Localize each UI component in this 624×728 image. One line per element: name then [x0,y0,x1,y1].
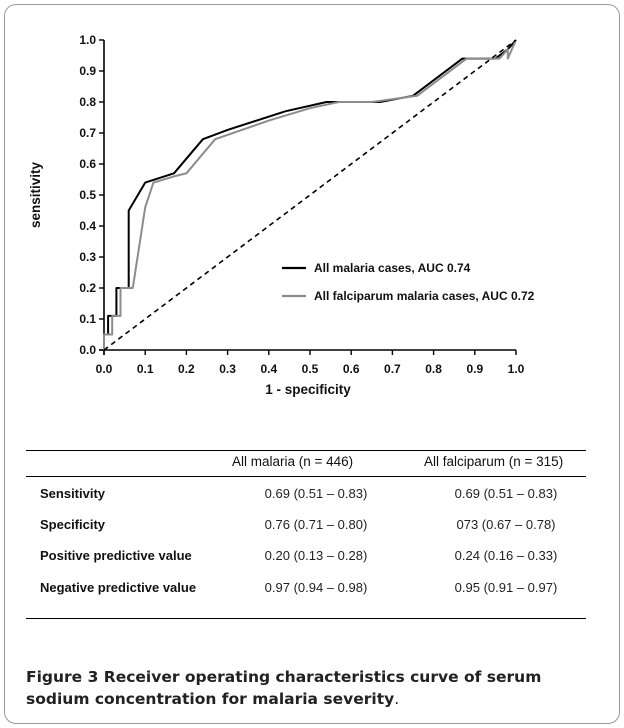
cell-all-malaria: 0.97 (0.94 – 0.98) [264,580,368,595]
y-tick-label: 0.9 [79,64,96,78]
x-tick-label: 0.4 [260,362,277,376]
cell-all-falciparum: 0.69 (0.51 – 0.83) [454,486,558,501]
y-tick-label: 0.6 [79,157,96,171]
y-tick-label: 0.3 [79,250,96,264]
cell-all-malaria: 0.20 (0.13 – 0.28) [264,548,368,563]
caption-label: Figure 3 [26,668,99,686]
legend-label-1: All malaria cases, AUC 0.74 [314,261,471,275]
table-header-all-falciparum: All falciparum (n = 315) [424,454,564,469]
row-label: Negative predictive value [40,580,197,595]
y-tick-label: 0.0 [79,343,96,357]
y-tick-label: 0.4 [79,219,96,233]
roc-chart: 0.0 0.1 0.2 0.3 0.4 0.5 0.6 0.7 0.8 0.9 1.0 0.0 0.1 0… [28,33,535,397]
x-tick-label: 0.0 [96,362,113,376]
y-tick-label: 0.5 [79,188,96,202]
y-tick-label: 0.7 [79,126,96,140]
cell-all-malaria: 0.69 (0.51 – 0.83) [264,486,368,501]
x-tick-label: 0.9 [466,362,483,376]
row-label: Sensitivity [40,486,106,501]
y-axis-label: sensitivity [28,161,43,228]
x-axis-label: 1 - specificity [265,382,351,397]
cell-all-falciparum: 073 (0.67 – 0.78) [456,517,556,532]
y-tick-label: 0.8 [79,95,96,109]
series-line-1 [103,39,517,350]
x-tick-label: 0.3 [219,362,236,376]
x-tick-label: 0.8 [425,362,442,376]
x-tick-label: 0.2 [178,362,195,376]
x-tick-label: 0.5 [302,362,319,376]
cell-all-falciparum: 0.24 (0.16 – 0.33) [454,548,558,563]
legend-label-2: All falciparum malaria cases, AUC 0.72 [314,289,535,303]
caption-text: Receiver operating characteristics curve… [26,668,542,708]
table-header-rule [26,476,586,477]
reference-diagonal-line [103,39,517,351]
figure-frame [4,4,620,724]
y-tick-label: 1.0 [79,33,96,47]
x-tick-label: 0.1 [137,362,154,376]
series-line-2 [103,39,517,350]
x-tick-label: 1.0 [508,362,525,376]
cell-all-malaria: 0.76 (0.71 – 0.80) [264,517,368,532]
y-tick-label: 0.1 [79,312,96,326]
table-header-all-malaria: All malaria (n = 446) [232,454,354,469]
cell-all-falciparum: 0.95 (0.91 – 0.97) [454,580,558,595]
table-top-rule [26,450,586,451]
table-bottom-rule [26,618,586,619]
row-label: Specificity [40,517,106,532]
y-tick-label: 0.2 [79,281,96,295]
figure-caption: Figure 3 Receiver operating characterist… [26,666,596,710]
x-tick-label: 0.7 [384,362,401,376]
row-label: Positive predictive value [40,548,192,563]
x-tick-label: 0.6 [343,362,360,376]
caption-period: . [394,690,400,708]
